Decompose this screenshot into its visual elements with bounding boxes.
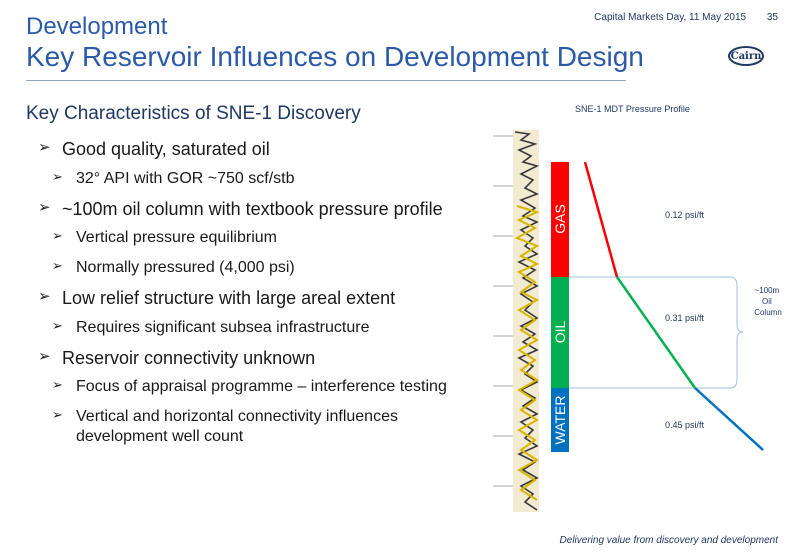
water-zone-bar <box>551 388 569 452</box>
oil-gradient-line <box>615 276 697 389</box>
section-title: Development <box>26 13 168 40</box>
oil-zone-label: OIL <box>552 321 568 344</box>
list-item: ➢ Good quality, saturated oil <box>26 139 476 161</box>
list-item: ➢ Vertical and horizontal connectivity in… <box>26 407 476 447</box>
list-item: ➢ Focus of appraisal programme – interfer… <box>26 377 476 397</box>
arrow-bullet-icon: ➢ <box>38 347 51 365</box>
well-log-strip <box>493 130 540 512</box>
arrow-bullet-icon: ➢ <box>52 228 63 244</box>
list-item-text: Reservoir connectivity unknown <box>62 347 316 368</box>
arrow-bullet-icon: ➢ <box>38 198 51 216</box>
pressure-profile-svg: SNE-1 MDT Pressure Profile GAS OIL WATER <box>493 104 782 512</box>
gas-zone-label: GAS <box>552 204 568 234</box>
list-item-text: Requires significant subsea infrastructu… <box>76 318 370 336</box>
bullet-list: Key Characteristics of SNE-1 Discovery ➢… <box>26 103 476 457</box>
water-gradient-label: 0.45 psi/ft <box>665 420 705 430</box>
arrow-bullet-icon: ➢ <box>52 317 63 333</box>
list-item-text: Low relief structure with large areal ex… <box>62 288 396 309</box>
arrow-bullet-icon: ➢ <box>52 168 63 184</box>
list-item: ➢ Reservoir connectivity unknown <box>26 348 476 370</box>
chart-title: SNE-1 MDT Pressure Profile <box>575 104 690 114</box>
arrow-bullet-icon: ➢ <box>38 288 51 306</box>
bracket-label: ~100m Oil Column <box>754 286 782 317</box>
header-meta: Capital Markets Day, 11 May 2015 35 <box>594 12 778 23</box>
list-item-text: Focus of appraisal programme – interfere… <box>76 378 447 396</box>
page-title: Key Reservoir Influences on Development … <box>26 41 644 72</box>
arrow-bullet-icon: ➢ <box>52 377 63 393</box>
list-item-text: ~100m oil column with textbook pressure … <box>62 198 443 219</box>
list-item: ➢ Normally pressured (4,000 psi) <box>26 258 476 278</box>
page-number: 35 <box>766 12 778 23</box>
list-item: ➢ 32° API with GOR ~750 scf/stb <box>26 169 476 189</box>
water-gradient-line <box>694 387 764 451</box>
title-divider <box>26 80 626 81</box>
footer-tagline: Delivering value from discovery and deve… <box>559 535 778 546</box>
gas-gradient-line <box>583 161 619 278</box>
list-item: ➢ ~100m oil column with textbook pressure… <box>26 199 476 221</box>
oil-gradient-label: 0.31 psi/ft <box>665 313 705 323</box>
list-item-text: Vertical and horizontal connectivity inf… <box>76 408 398 446</box>
list-item-text: Good quality, saturated oil <box>62 139 270 159</box>
arrow-bullet-icon: ➢ <box>52 258 63 274</box>
pressure-profile-chart: SNE-1 MDT Pressure Profile GAS OIL WATER <box>485 96 800 526</box>
gas-gradient-label: 0.12 psi/ft <box>665 210 705 220</box>
water-zone-label: WATER <box>552 396 568 445</box>
arrow-bullet-icon: ➢ <box>52 407 63 423</box>
oil-zone-bar <box>551 277 569 388</box>
list-item-text: Normally pressured (4,000 psi) <box>76 259 295 277</box>
list-item: ➢ Requires significant subsea infrastruct… <box>26 318 476 338</box>
event-label: Capital Markets Day, 11 May 2015 <box>594 12 747 23</box>
list-item-text: Vertical pressure equilibrium <box>76 229 277 247</box>
cairn-logo: Cairn <box>728 46 764 66</box>
list-heading: Key Characteristics of SNE-1 Discovery <box>26 103 361 124</box>
list-item-text: 32° API with GOR ~750 scf/stb <box>76 169 295 187</box>
gas-zone-bar <box>551 162 569 277</box>
list-item: ➢ Low relief structure with large areal e… <box>26 288 476 310</box>
arrow-bullet-icon: ➢ <box>38 139 51 156</box>
list-item: ➢ Vertical pressure equilibrium <box>26 228 476 248</box>
oil-column-bracket <box>729 276 744 389</box>
